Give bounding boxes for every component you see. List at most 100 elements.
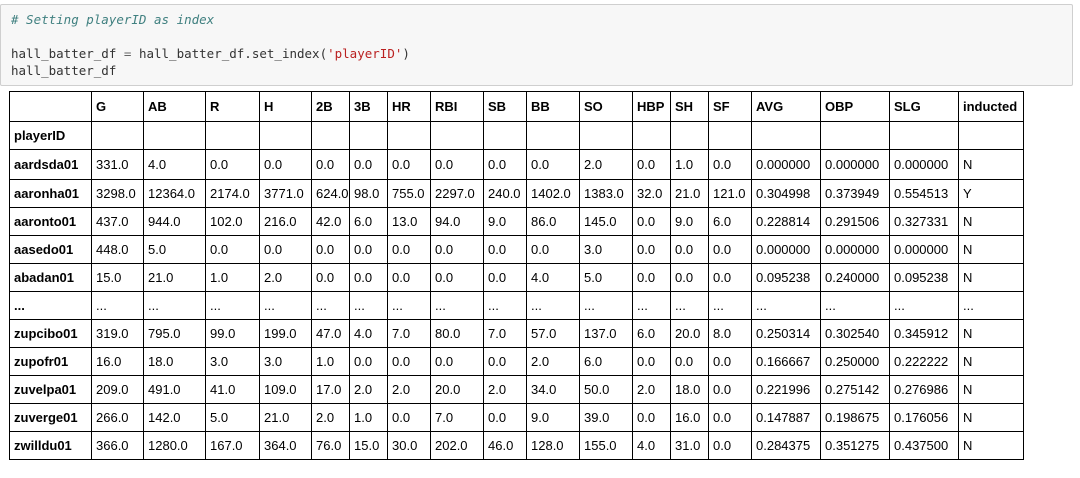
- table-cell: 50.0: [579, 375, 633, 404]
- code-blank-line: [11, 28, 1072, 45]
- table-cell: ...: [259, 291, 312, 320]
- empty-header-cell: [91, 121, 144, 150]
- table-cell: 1.0: [349, 403, 388, 432]
- table-cell: 39.0: [579, 403, 633, 432]
- table-cell: 2.0: [259, 263, 312, 292]
- table-cell: 0.166667: [751, 347, 821, 376]
- table-cell: 0.373949: [820, 179, 890, 208]
- table-cell: 1.0: [311, 347, 350, 376]
- index-name-header: playerID: [9, 121, 92, 150]
- code-display-line: hall_batter_df: [11, 63, 117, 78]
- table-cell: 4.0: [526, 263, 580, 292]
- table-cell: 0.250314: [751, 319, 821, 348]
- column-header: HBP: [632, 91, 671, 122]
- table-cell: 4.0: [349, 319, 388, 348]
- table-cell: 0.302540: [820, 319, 890, 348]
- table-cell: 0.0: [708, 149, 752, 180]
- code-comment: # Setting playerID as index: [11, 12, 215, 27]
- table-cell: ...: [91, 291, 144, 320]
- table-cell: 0.0: [311, 149, 350, 180]
- table-row: zupcibo01 319.0 795.0 99.0 199.0 47.0 4.0 7.0 80…: [9, 319, 1024, 348]
- table-cell: 0.0: [205, 235, 260, 264]
- column-header: SF: [708, 91, 752, 122]
- table-cell: 0.000000: [889, 149, 959, 180]
- dataframe-output-table: G AB R H 2B 3B HR RBI SB BB SO HBP SH SF AVG OBP SLG indu…: [9, 91, 1024, 460]
- table-cell: 0.0: [483, 149, 527, 180]
- row-index-cell: aaronto01: [9, 207, 92, 236]
- column-header: BB: [526, 91, 580, 122]
- table-cell: 0.000000: [751, 235, 821, 264]
- table-cell: 199.0: [259, 319, 312, 348]
- table-cell: 41.0: [205, 375, 260, 404]
- table-body: aardsda01 331.0 4.0 0.0 0.0 0.0 0.0 0.0 0.0 0.0 0.…: [9, 149, 1024, 460]
- table-cell: 98.0: [349, 179, 388, 208]
- table-cell: 0.0: [632, 403, 671, 432]
- code-comment-line: # Setting playerID as index: [11, 11, 1072, 28]
- table-cell: 34.0: [526, 375, 580, 404]
- table-cell: 0.147887: [751, 403, 821, 432]
- table-cell: 0.345912: [889, 319, 959, 348]
- code-cell[interactable]: # Setting playerID as index hall_batter_…: [0, 4, 1073, 86]
- table-cell: 0.0: [349, 149, 388, 180]
- table-cell: 209.0: [91, 375, 144, 404]
- column-header: SLG: [889, 91, 959, 122]
- table-cell: 2297.0: [430, 179, 484, 208]
- table-cell: 0.284375: [751, 431, 821, 460]
- table-cell: N: [958, 347, 1024, 376]
- table-cell: 0.0: [670, 347, 709, 376]
- column-header: AVG: [751, 91, 821, 122]
- table-cell: 0.304998: [751, 179, 821, 208]
- corner-header-cell: [9, 91, 92, 122]
- empty-header-cell: [632, 121, 671, 150]
- table-cell: N: [958, 149, 1024, 180]
- table-cell: 0.0: [526, 149, 580, 180]
- table-cell: 21.0: [143, 263, 206, 292]
- row-index-cell: zwilldu01: [9, 431, 92, 460]
- table-row: zuverge01 266.0 142.0 5.0 21.0 2.0 1.0 0.0 7.0 0.…: [9, 403, 1024, 432]
- table-cell: 0.0: [483, 403, 527, 432]
- table-cell: 0.0: [430, 347, 484, 376]
- table-cell: 2.0: [579, 149, 633, 180]
- table-cell: 94.0: [430, 207, 484, 236]
- table-cell: 6.0: [579, 347, 633, 376]
- table-cell: ...: [311, 291, 350, 320]
- table-cell: 9.0: [483, 207, 527, 236]
- table-cell: N: [958, 207, 1024, 236]
- table-row: zwilldu01 366.0 1280.0 167.0 364.0 76.0 15.0 30…: [9, 431, 1024, 460]
- table-cell: 6.0: [349, 207, 388, 236]
- table-cell: 0.0: [205, 149, 260, 180]
- table-cell: 0.554513: [889, 179, 959, 208]
- table-cell: 3771.0: [259, 179, 312, 208]
- empty-header-cell: [387, 121, 431, 150]
- table-cell: Y: [958, 179, 1024, 208]
- table-cell: 1280.0: [143, 431, 206, 460]
- table-cell: 80.0: [430, 319, 484, 348]
- table-cell: ...: [526, 291, 580, 320]
- row-index-cell: abadan01: [9, 263, 92, 292]
- table-cell: 0.0: [670, 235, 709, 264]
- table-cell: 0.240000: [820, 263, 890, 292]
- table-cell: 0.0: [259, 149, 312, 180]
- table-cell: 2.0: [311, 403, 350, 432]
- table-cell: N: [958, 263, 1024, 292]
- table-cell: 12364.0: [143, 179, 206, 208]
- column-header: R: [205, 91, 260, 122]
- table-cell: ...: [579, 291, 633, 320]
- empty-header-cell: [483, 121, 527, 150]
- table-cell: 3.0: [259, 347, 312, 376]
- column-header: RBI: [430, 91, 484, 122]
- table-cell: 167.0: [205, 431, 260, 460]
- table-cell: 0.275142: [820, 375, 890, 404]
- row-index-cell: ...: [9, 291, 92, 320]
- table-cell: 437.0: [91, 207, 144, 236]
- table-cell: 0.0: [387, 347, 431, 376]
- table-row: abadan01 15.0 21.0 1.0 2.0 0.0 0.0 0.0 0.0 0.0 4.0…: [9, 263, 1024, 292]
- table-cell: 0.0: [483, 263, 527, 292]
- table-cell: 3298.0: [91, 179, 144, 208]
- row-index-cell: zupofr01: [9, 347, 92, 376]
- table-cell: 216.0: [259, 207, 312, 236]
- row-index-cell: aasedo01: [9, 235, 92, 264]
- column-header: AB: [143, 91, 206, 122]
- table-cell: 0.222222: [889, 347, 959, 376]
- table-cell: 86.0: [526, 207, 580, 236]
